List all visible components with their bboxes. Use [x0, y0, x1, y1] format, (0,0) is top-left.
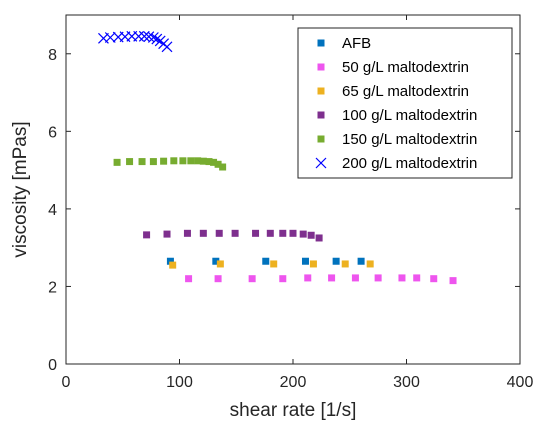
- legend-label: 50 g/L maltodextrin: [342, 59, 469, 76]
- data-point: [151, 33, 163, 45]
- data-point: [248, 275, 256, 283]
- data-point: [219, 163, 227, 171]
- data-point: [449, 277, 457, 285]
- data-point: [169, 261, 177, 269]
- data-point: [163, 230, 171, 238]
- axes: 0 100 200 300 400 0 2 4 6 8: [48, 14, 534, 391]
- x-tick-label: 300: [393, 374, 420, 391]
- data-point: [143, 31, 155, 43]
- data-point: [351, 274, 359, 282]
- legend-box: [297, 27, 513, 179]
- data-point: [214, 275, 222, 283]
- data-point: [398, 274, 406, 282]
- series-4: [143, 229, 323, 242]
- x-tick-label: 100: [166, 374, 193, 391]
- data-point: [279, 229, 287, 237]
- y-tick-label: 0: [48, 357, 57, 374]
- data-point: [341, 260, 349, 268]
- legend-label: 65 g/L maltodextrin: [342, 83, 469, 100]
- legend-label: 200 g/L maltodextrin: [342, 155, 477, 172]
- data-point: [315, 234, 323, 242]
- data-point: [126, 158, 134, 166]
- data-point: [266, 229, 274, 237]
- data-point: [143, 231, 151, 239]
- legend-marker: [317, 111, 325, 119]
- series-5: [113, 157, 227, 171]
- data-point: [299, 230, 307, 238]
- data-point: [216, 260, 224, 268]
- legend-marker: [317, 87, 325, 95]
- data-point: [212, 257, 220, 265]
- x-tick-label: 400: [507, 374, 534, 391]
- data-point: [170, 157, 178, 165]
- data-point: [113, 158, 121, 166]
- y-tick-label: 6: [48, 124, 57, 141]
- series-2: [185, 274, 457, 285]
- legend: AFB 50 g/L maltodextrin 65 g/L maltodextri…: [297, 27, 513, 179]
- plot-area: [98, 30, 457, 285]
- series-3: [169, 260, 374, 269]
- data-point: [185, 275, 193, 283]
- data-point: [138, 30, 150, 42]
- data-point: [413, 274, 421, 282]
- legend-label: 100 g/L maltodextrin: [342, 107, 477, 124]
- data-point: [161, 41, 173, 53]
- data-point: [104, 32, 116, 43]
- data-point: [149, 158, 157, 166]
- legend-label: AFB: [342, 35, 371, 52]
- x-axis-label: shear rate [1/s]: [230, 400, 357, 421]
- data-point: [215, 229, 223, 237]
- y-tick-label: 8: [48, 47, 57, 64]
- y-axis-label: viscosity [mPas]: [10, 121, 31, 257]
- data-point: [279, 275, 287, 283]
- data-point: [199, 229, 207, 237]
- data-point: [307, 231, 315, 239]
- data-point: [304, 274, 312, 282]
- data-point: [187, 157, 195, 165]
- series-6: [98, 30, 173, 53]
- data-point: [231, 229, 239, 237]
- data-point: [270, 260, 278, 268]
- legend-label: 150 g/L maltodextrin: [342, 131, 477, 148]
- legend-marker: [317, 39, 325, 47]
- data-point: [289, 229, 297, 237]
- legend-marker: [317, 63, 325, 71]
- data-point: [214, 160, 222, 168]
- legend-marker: [317, 135, 325, 143]
- series-1: [166, 257, 365, 265]
- data-point: [210, 158, 218, 166]
- data-point: [199, 157, 207, 165]
- data-point: [147, 32, 159, 43]
- data-point: [133, 30, 145, 42]
- data-point: [138, 158, 146, 166]
- data-point: [309, 260, 317, 268]
- data-point: [179, 157, 187, 165]
- data-point: [183, 229, 191, 237]
- data-point: [332, 257, 340, 265]
- x-tick-label: 200: [280, 374, 307, 391]
- data-point: [301, 257, 309, 265]
- data-point: [357, 257, 365, 265]
- x-tick-label: 0: [62, 374, 71, 391]
- data-point: [252, 229, 260, 237]
- legend-marker: [315, 157, 327, 169]
- data-point: [166, 257, 174, 265]
- y-tick-label: 4: [48, 202, 57, 219]
- data-point: [160, 157, 168, 165]
- data-point: [205, 158, 213, 166]
- data-point: [430, 275, 438, 283]
- data-point: [262, 257, 270, 265]
- data-point: [374, 274, 382, 282]
- data-point: [194, 157, 202, 165]
- y-tick-label: 2: [48, 279, 57, 296]
- data-point: [328, 274, 336, 282]
- data-point: [366, 260, 374, 268]
